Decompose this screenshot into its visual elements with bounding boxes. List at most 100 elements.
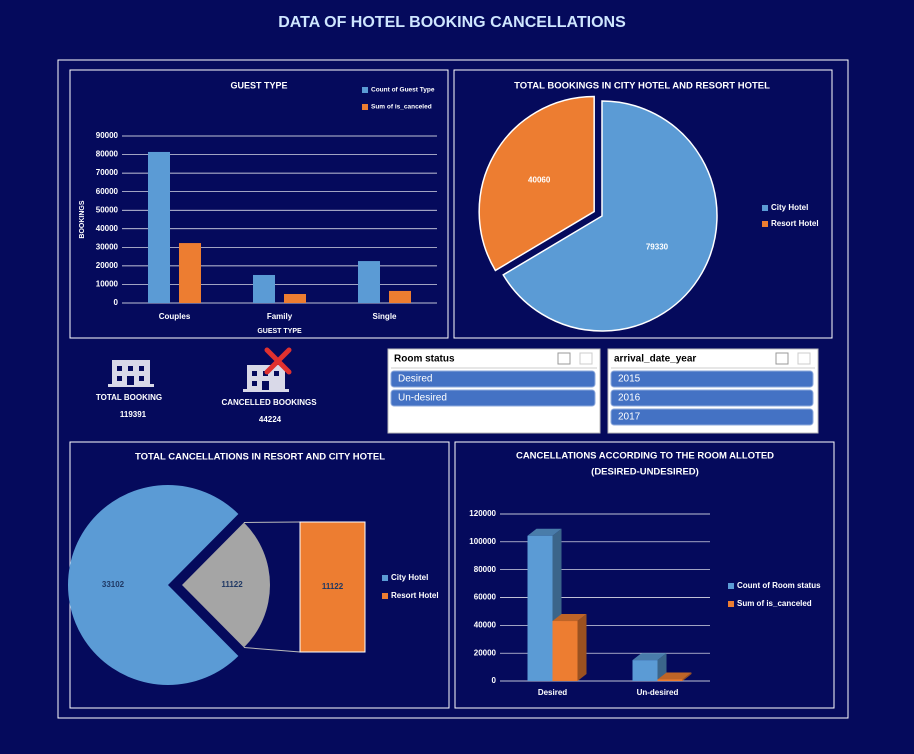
kpi-label: TOTAL BOOKING xyxy=(96,393,162,402)
slicer-clear-filter[interactable] xyxy=(797,352,811,365)
y-tick-label: 60000 xyxy=(474,593,497,602)
bar xyxy=(657,679,683,681)
legend-label: Sum of is_canceled xyxy=(371,104,432,111)
y-tick-label: 20000 xyxy=(474,648,497,657)
pie-slice xyxy=(68,484,239,685)
bar-top xyxy=(527,528,562,536)
y-tick-label: 80000 xyxy=(474,565,497,574)
bar-top xyxy=(552,614,587,622)
connector xyxy=(243,647,301,653)
bar xyxy=(148,151,170,303)
pie-slice xyxy=(502,100,718,332)
bar xyxy=(284,294,306,303)
legend-label: Resort Hotel xyxy=(391,591,439,600)
secondary-bar xyxy=(299,521,366,653)
bar-side xyxy=(577,614,587,681)
x-tick-label: Desired xyxy=(538,688,567,697)
y-tick-label: 70000 xyxy=(96,168,119,177)
outer-frame xyxy=(57,59,849,719)
y-axis-label: BOOKINGS xyxy=(79,200,86,238)
y-tick-label: 50000 xyxy=(96,205,119,214)
bar-side xyxy=(657,653,667,681)
slicer-item-label: Un-desired xyxy=(398,393,447,404)
x-tick-label: Family xyxy=(267,312,293,321)
legend-label: Resort Hotel xyxy=(771,219,819,228)
chart-title: CANCELLATIONS ACCORDING TO THE ROOM ALLO… xyxy=(516,451,774,462)
legend-swatch xyxy=(382,575,388,581)
slicer-item[interactable] xyxy=(610,370,814,388)
y-tick-label: 90000 xyxy=(96,131,119,140)
y-tick-label: 40000 xyxy=(474,620,497,629)
legend-swatch xyxy=(762,221,768,227)
data-label: 40060 xyxy=(528,175,551,184)
legend-swatch xyxy=(728,601,734,607)
slicer-title: Room status xyxy=(394,354,455,365)
legend-swatch xyxy=(762,205,768,211)
legend-label: Count of Guest Type xyxy=(371,87,435,94)
slicer-multiselect[interactable] xyxy=(775,352,789,365)
kpi-value: 44224 xyxy=(259,415,282,424)
x-tick-label: Couples xyxy=(159,312,191,321)
y-tick-label: 100000 xyxy=(469,537,496,546)
y-tick-label: 20000 xyxy=(96,261,119,270)
bar xyxy=(527,535,553,681)
chart-title: TOTAL BOOKINGS IN CITY HOTEL AND RESORT … xyxy=(514,81,770,92)
legend-swatch xyxy=(728,583,734,589)
slicer-item-label: Desired xyxy=(398,374,432,385)
bar-top xyxy=(632,653,667,661)
cancel-mark xyxy=(264,347,292,375)
chart-title: GUEST TYPE xyxy=(230,80,287,90)
data-label: 33102 xyxy=(102,580,125,589)
slicer-item[interactable] xyxy=(390,389,596,407)
slicer-item[interactable] xyxy=(610,408,814,426)
panel xyxy=(454,441,835,709)
legend-label: Count of Room status xyxy=(737,581,821,590)
slicer-item[interactable] xyxy=(610,389,814,407)
kpi-label: CANCELLED BOOKINGS xyxy=(221,398,317,407)
page-title: DATA OF HOTEL BOOKING CANCELLATIONS xyxy=(278,14,626,31)
bar xyxy=(358,261,380,303)
y-tick-label: 60000 xyxy=(96,187,119,196)
panel xyxy=(453,69,833,339)
bar-top xyxy=(657,672,692,680)
y-tick-label: 0 xyxy=(114,298,119,307)
data-label: 79330 xyxy=(646,242,669,251)
pie-slice xyxy=(478,95,595,272)
slicer-multiselect[interactable] xyxy=(557,352,571,365)
y-tick-label: 80000 xyxy=(96,150,119,159)
slicer-item-label: 2017 xyxy=(618,412,641,423)
bar xyxy=(632,660,658,681)
legend-label: City Hotel xyxy=(391,573,428,582)
bar xyxy=(179,243,201,303)
data-label: 11122 xyxy=(322,582,344,591)
data-label: 11122 xyxy=(221,580,243,589)
legend-label: City Hotel xyxy=(771,203,808,212)
slicer-item[interactable] xyxy=(390,370,596,388)
x-tick-label: Un-desired xyxy=(637,688,679,697)
y-tick-label: 120000 xyxy=(469,509,496,518)
slicer-clear-filter[interactable] xyxy=(579,352,593,365)
y-tick-label: 10000 xyxy=(96,280,119,289)
x-tick-label: Single xyxy=(372,312,397,321)
panel xyxy=(69,69,449,339)
slicer-title: arrival_date_year xyxy=(614,354,696,365)
slicer-item-label: 2016 xyxy=(618,393,641,404)
chart-title: TOTAL CANCELLATIONS IN RESORT AND CITY H… xyxy=(135,452,385,463)
y-tick-label: 0 xyxy=(492,676,497,685)
bar xyxy=(389,290,411,303)
bar xyxy=(253,274,275,303)
y-tick-label: 40000 xyxy=(96,224,119,233)
legend-swatch xyxy=(362,104,368,110)
x-axis-label: GUEST TYPE xyxy=(257,328,302,335)
kpi-value: 119391 xyxy=(120,410,147,419)
slicer-item-label: 2015 xyxy=(618,374,641,385)
chart-subtitle: (DESIRED-UNDESIRED) xyxy=(591,467,699,478)
legend-swatch xyxy=(382,593,388,599)
legend-label: Sum of is_canceled xyxy=(737,599,812,608)
y-tick-label: 30000 xyxy=(96,242,119,251)
bar xyxy=(552,621,578,681)
legend-swatch xyxy=(362,87,368,93)
pie-slice-other xyxy=(182,522,270,648)
bar-side xyxy=(682,672,692,681)
